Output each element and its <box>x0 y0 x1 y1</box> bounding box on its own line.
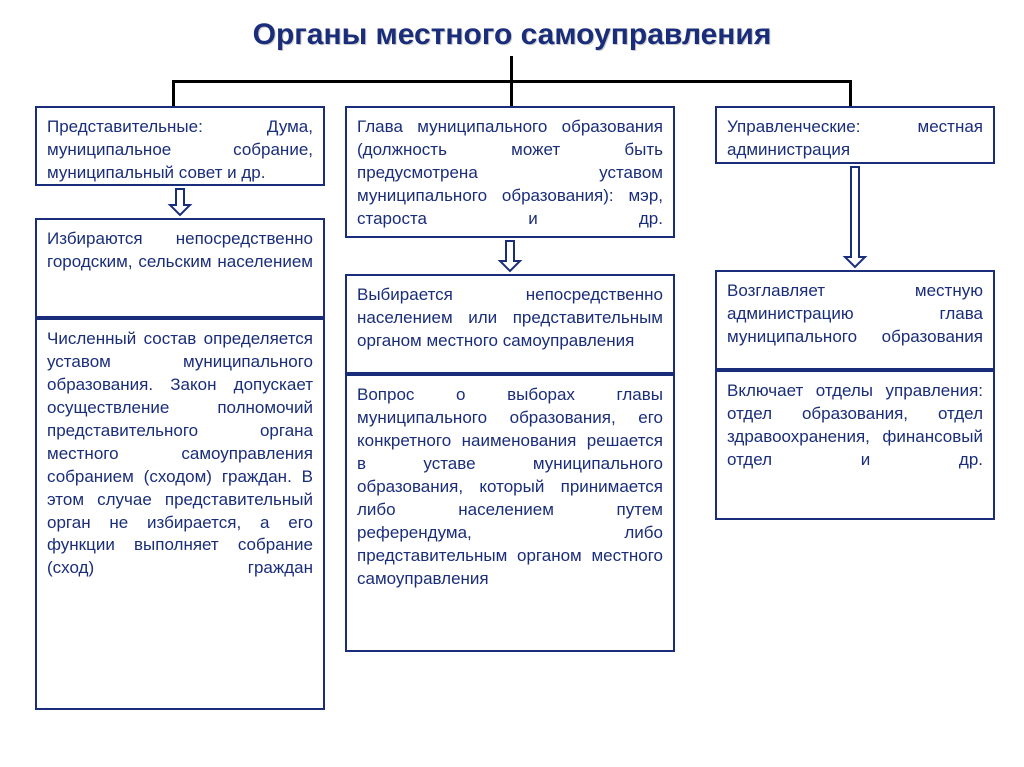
left-branch-vline <box>172 80 175 106</box>
mid-arrow-1 <box>500 241 520 271</box>
left-arrow-1 <box>170 189 190 215</box>
right-mid-box: Возглавляет местную администрацию глава … <box>715 270 995 370</box>
title-stem <box>510 56 513 82</box>
mid-mid-box: Выбирается непосредственно населением ил… <box>345 274 675 374</box>
mid-top-box: Глава муниципального образования (должно… <box>345 106 675 238</box>
left-mid-box: Избираются непосредственно городским, се… <box>35 218 325 318</box>
right-top-box: Управленческие: местная администрация <box>715 106 995 164</box>
mid-branch-vline <box>510 80 513 106</box>
right-arrow-1 <box>845 167 865 267</box>
right-bot-box: Включает отделы управления: отдел образо… <box>715 370 995 520</box>
right-branch-vline <box>849 80 852 106</box>
page-title: Органы местного самоуправления <box>253 18 772 52</box>
left-top-box: Представительные: Дума, муниципальное со… <box>35 106 325 186</box>
mid-bot-box: Вопрос о выборах главы муниципального об… <box>345 374 675 652</box>
left-bot-box: Численный состав определяется уставом му… <box>35 318 325 710</box>
